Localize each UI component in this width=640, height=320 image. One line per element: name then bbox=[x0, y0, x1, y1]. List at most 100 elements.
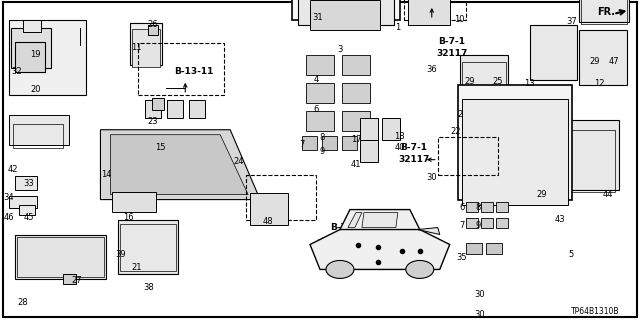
Text: 45: 45 bbox=[23, 213, 34, 222]
Text: 16: 16 bbox=[123, 213, 134, 222]
Text: 13: 13 bbox=[524, 79, 535, 88]
Bar bbox=[310, 0, 380, 30]
Text: 14: 14 bbox=[101, 170, 112, 179]
Bar bbox=[15, 176, 36, 190]
Text: TP64B1310B: TP64B1310B bbox=[571, 307, 620, 316]
Bar bbox=[298, 0, 394, 25]
Bar bbox=[495, 218, 508, 228]
Bar bbox=[118, 220, 179, 275]
Bar bbox=[382, 118, 400, 140]
Text: 29: 29 bbox=[536, 190, 547, 199]
Text: 32: 32 bbox=[12, 67, 22, 76]
Text: B-7-1: B-7-1 bbox=[438, 37, 465, 46]
Text: 26: 26 bbox=[147, 20, 157, 29]
Bar bbox=[481, 202, 493, 212]
Text: 10: 10 bbox=[454, 15, 465, 24]
Bar bbox=[404, 0, 466, 20]
Bar bbox=[582, 0, 627, 24]
Text: 27: 27 bbox=[71, 276, 82, 285]
Bar bbox=[360, 118, 378, 140]
Text: 24: 24 bbox=[233, 157, 243, 166]
Bar bbox=[579, 30, 627, 85]
Bar bbox=[360, 140, 378, 162]
Text: 39: 39 bbox=[115, 250, 125, 259]
Bar bbox=[486, 243, 502, 254]
Text: 32117: 32117 bbox=[436, 49, 467, 58]
Bar bbox=[167, 100, 183, 118]
Bar bbox=[534, 130, 616, 192]
Bar bbox=[342, 83, 370, 103]
Text: FR.: FR. bbox=[597, 7, 616, 17]
Text: 9: 9 bbox=[319, 147, 324, 156]
Text: 29: 29 bbox=[589, 57, 600, 66]
Text: 44: 44 bbox=[602, 190, 612, 199]
Text: B-7-1: B-7-1 bbox=[330, 223, 358, 232]
Bar bbox=[461, 62, 506, 112]
Text: B-13-11: B-13-11 bbox=[175, 67, 214, 76]
Text: 8: 8 bbox=[319, 133, 324, 142]
Bar bbox=[292, 0, 400, 20]
Bar bbox=[11, 28, 51, 68]
Bar bbox=[131, 23, 163, 65]
Bar bbox=[438, 137, 498, 175]
Bar bbox=[342, 111, 370, 131]
Bar bbox=[145, 100, 161, 118]
Text: 8: 8 bbox=[475, 203, 481, 212]
Bar bbox=[460, 55, 508, 110]
Text: 42: 42 bbox=[8, 165, 18, 174]
Text: 21: 21 bbox=[131, 263, 141, 272]
Bar bbox=[120, 224, 176, 271]
Text: 38: 38 bbox=[143, 283, 154, 292]
Bar bbox=[495, 202, 508, 212]
Bar bbox=[113, 192, 156, 212]
Bar bbox=[22, 20, 40, 32]
Text: 23: 23 bbox=[147, 117, 157, 126]
Text: 5: 5 bbox=[569, 250, 574, 259]
Bar bbox=[302, 136, 317, 150]
Bar bbox=[408, 0, 450, 25]
Text: 22: 22 bbox=[451, 127, 461, 136]
Text: 2: 2 bbox=[457, 110, 462, 119]
Text: 41: 41 bbox=[351, 160, 361, 169]
Text: 43: 43 bbox=[554, 215, 565, 224]
Polygon shape bbox=[418, 228, 440, 235]
Text: 11: 11 bbox=[131, 44, 141, 52]
Text: 32117: 32117 bbox=[398, 155, 429, 164]
Text: 6: 6 bbox=[314, 105, 319, 114]
Bar bbox=[466, 202, 477, 212]
Text: 3: 3 bbox=[337, 45, 342, 54]
Ellipse shape bbox=[406, 260, 434, 278]
Text: 1: 1 bbox=[396, 23, 401, 32]
Bar bbox=[579, 0, 629, 22]
Text: 9: 9 bbox=[475, 221, 480, 230]
Text: 48: 48 bbox=[263, 217, 273, 226]
Text: 6: 6 bbox=[459, 203, 465, 212]
Text: 30: 30 bbox=[474, 310, 485, 319]
Text: 25: 25 bbox=[492, 77, 503, 86]
Text: 18: 18 bbox=[394, 132, 405, 141]
Text: 33: 33 bbox=[23, 179, 34, 188]
Bar bbox=[458, 85, 573, 200]
Bar bbox=[15, 42, 45, 72]
Text: 32117: 32117 bbox=[328, 235, 360, 244]
Bar bbox=[342, 136, 357, 150]
Polygon shape bbox=[348, 212, 362, 228]
Bar bbox=[132, 29, 161, 67]
Text: 31: 31 bbox=[313, 13, 323, 22]
Text: 35: 35 bbox=[456, 253, 467, 262]
Text: 20: 20 bbox=[30, 85, 41, 94]
Bar bbox=[246, 175, 316, 220]
Text: 34: 34 bbox=[3, 193, 14, 202]
Bar bbox=[13, 124, 63, 148]
Bar bbox=[466, 218, 477, 228]
Bar bbox=[466, 243, 482, 254]
Text: 17: 17 bbox=[351, 135, 361, 144]
Ellipse shape bbox=[326, 260, 354, 278]
Bar bbox=[8, 115, 68, 145]
Text: 28: 28 bbox=[17, 298, 28, 307]
Polygon shape bbox=[100, 130, 260, 200]
Text: 40: 40 bbox=[395, 143, 405, 152]
Bar bbox=[529, 120, 620, 190]
Bar bbox=[529, 25, 577, 80]
Bar bbox=[342, 55, 370, 75]
